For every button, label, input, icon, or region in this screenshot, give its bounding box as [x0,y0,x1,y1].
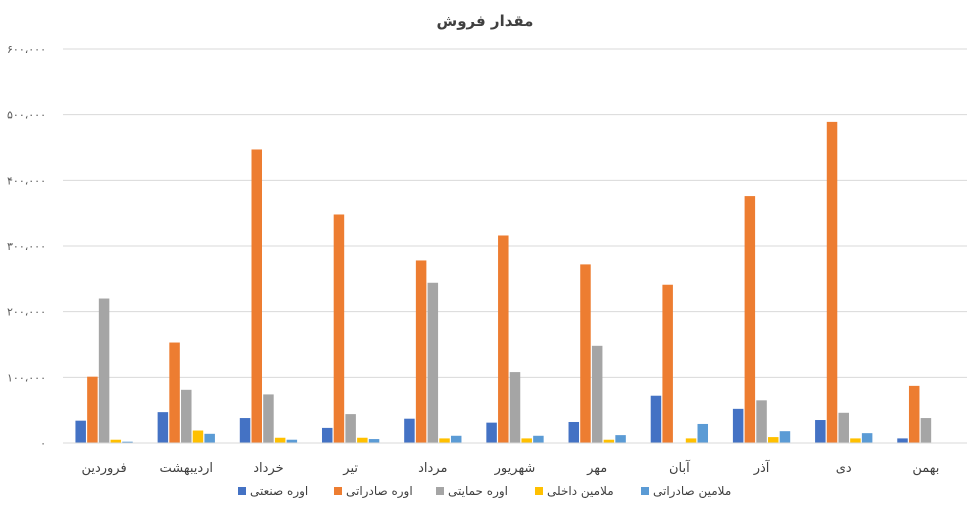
bar [920,418,932,443]
x-tick-label: خرداد [253,461,283,476]
x-tick-label: تیر [342,461,358,476]
bar [861,433,873,443]
bar [662,284,673,443]
y-axis-ticks: ۰ ۱۰۰،۰۰۰ ۲۰۰،۰۰۰ ۳۰۰،۰۰۰ ۴۰۰،۰۰۰ ۵۰۰،۰۰۰ ۶۰۰،… [7,43,46,450]
bar [486,422,497,443]
x-tick-label: مرداد [418,461,447,476]
bar [181,389,192,443]
bars [75,121,932,443]
legend: اوره صنعتی اوره صادراتی اوره حمایتی ملامین … [238,484,731,499]
bar [357,437,368,443]
y-tick-label: ۴۰۰،۰۰۰ [7,174,46,187]
bar [908,385,920,443]
bar [897,438,908,443]
gridlines [63,48,967,378]
bar [263,394,274,443]
bar [615,435,626,443]
legend-label: ملامین داخلی [547,484,614,499]
bar [568,421,580,443]
bar [498,235,509,443]
bar [98,298,110,443]
x-tick-label: مهر [586,461,607,476]
bar [779,431,791,443]
bar [157,412,169,443]
bar [404,418,415,443]
x-tick-label: آبان [669,459,691,476]
x-axis-categories: فروردین اردیبهشت خرداد تیر مرداد شهریور مهر آبا… [81,459,939,476]
bar [744,196,756,443]
bar [192,430,204,443]
x-tick-label: دی [836,461,852,476]
bar [450,435,462,443]
bar [169,342,180,443]
x-tick-label: آذر [753,459,771,476]
bar [826,121,838,443]
bar [239,418,251,443]
bar [815,420,826,443]
legend-swatch [238,487,246,495]
bar [321,427,333,443]
x-tick-label: فروردین [81,461,126,476]
y-tick-label: ۲۰۰،۰۰۰ [7,306,46,319]
bar [87,376,98,443]
bar [838,412,849,443]
legend-label: اوره حمایتی [448,484,508,499]
y-tick-label: ۵۰۰،۰۰۰ [7,109,46,122]
legend-swatch [334,487,342,495]
legend-label: اوره صنعتی [250,484,308,499]
bar [439,438,450,443]
y-tick-label: ۱۰۰،۰۰۰ [7,371,46,384]
bar [368,439,380,443]
bar [286,439,298,443]
bar [427,282,439,443]
y-tick-label: ۶۰۰،۰۰۰ [7,43,46,56]
bar [122,441,133,443]
x-tick-label: شهریور [494,461,536,476]
x-tick-label: اردیبهشت [159,461,213,476]
bar [110,439,122,443]
legend-swatch [535,487,543,495]
chart-title: مقدار فروش [437,12,534,30]
bar [75,420,86,443]
bar [533,435,544,443]
bar [756,400,767,443]
bar [274,437,286,443]
bar [509,372,521,443]
bar [251,149,262,443]
bar [603,439,615,443]
bar [345,414,356,443]
bar [697,423,709,443]
bar [415,260,427,443]
y-tick-label: ۰ [40,437,46,450]
legend-swatch [641,487,649,495]
bar [333,214,345,443]
bar [580,264,591,443]
bar [521,438,532,443]
legend-swatch [436,487,444,495]
bar [732,408,744,443]
bar [591,345,603,443]
x-tick-label: بهمن [912,461,939,476]
y-tick-label: ۳۰۰،۰۰۰ [7,240,46,253]
bar [650,395,662,443]
bar [850,438,861,443]
bar [768,437,779,443]
bar [204,433,215,443]
legend-label: اوره صادراتی [346,484,413,499]
bar [685,438,697,443]
legend-label: ملامین صادراتی [653,484,731,499]
